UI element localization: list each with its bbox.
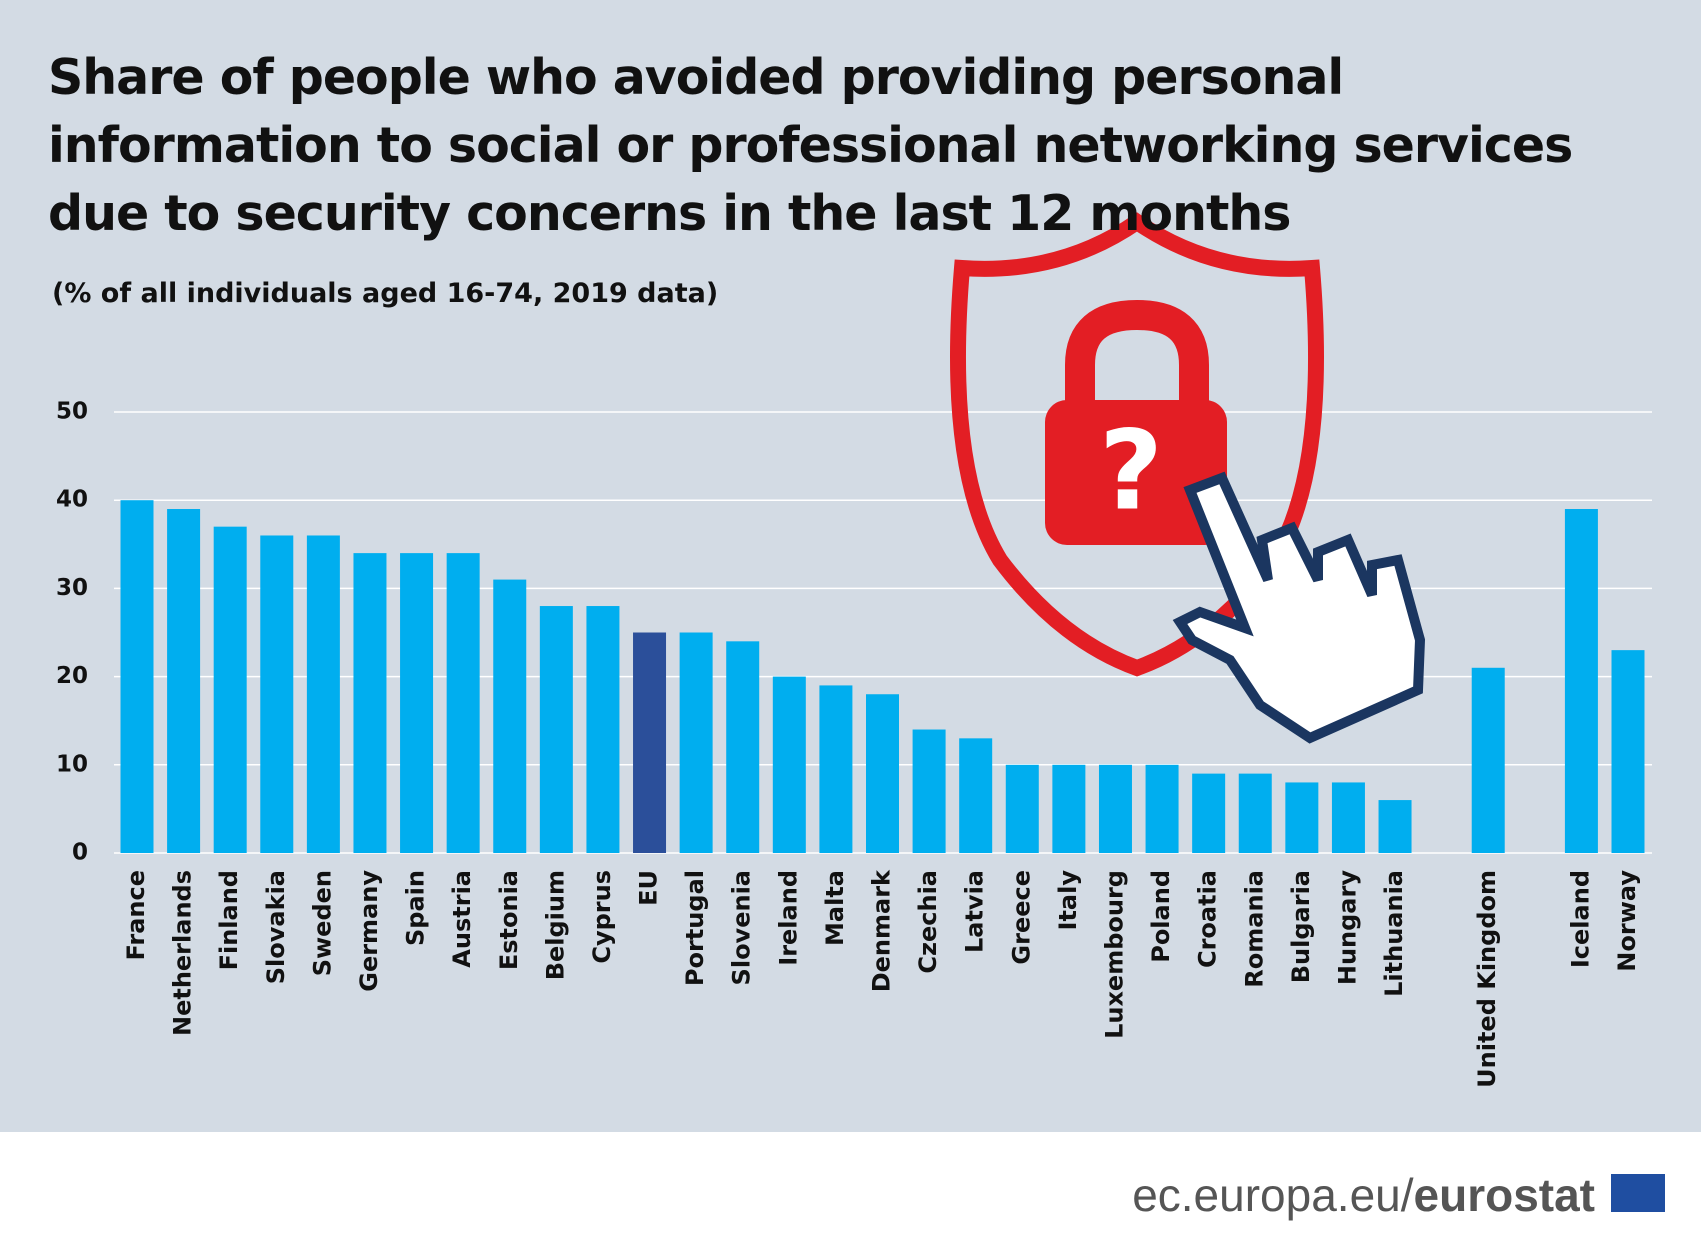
chart-title: Share of people who avoided providing pe… (48, 49, 1573, 242)
x-tick-label: Norway (1613, 870, 1641, 972)
x-tick-label: Hungary (1333, 870, 1361, 985)
x-tick-label: Netherlands (169, 870, 197, 1036)
x-tick-label: Croatia (1194, 870, 1222, 968)
bar (1331, 782, 1365, 853)
x-tick-label: Belgium (541, 870, 569, 980)
bar (306, 535, 340, 853)
x-tick-label: Iceland (1566, 870, 1594, 968)
x-tick-label: Finland (215, 870, 243, 970)
footer: ec.europa.eu/eurostat (1132, 1168, 1595, 1222)
chart-subtitle: (% of all individuals aged 16-74, 2019 d… (52, 278, 719, 309)
x-tick-label: EU (635, 870, 663, 906)
y-tick-label: 0 (72, 840, 88, 866)
bar (912, 729, 946, 853)
plot: 0 10 20 30 40 50 France Netherlands Finland Slova… (56, 399, 1652, 1088)
bar (539, 606, 573, 853)
bar (866, 694, 899, 853)
bar (260, 535, 294, 853)
x-tick-label: Bulgaria (1287, 870, 1315, 983)
bar (1005, 764, 1039, 853)
x-tick-label: United Kingdom (1473, 870, 1501, 1088)
bar (213, 526, 247, 853)
bar (1285, 782, 1319, 853)
bar (1378, 800, 1412, 853)
bar (1611, 650, 1645, 853)
bar (772, 676, 806, 853)
x-tick-label: Poland (1147, 870, 1175, 963)
svg-text:?: ? (1099, 406, 1163, 534)
bar (1192, 773, 1226, 853)
bar (586, 606, 620, 853)
x-tick-label: Luxembourg (1100, 870, 1128, 1039)
x-tick-label: Germany (355, 870, 383, 992)
bar (1238, 773, 1272, 853)
x-tick-label: Malta (821, 870, 849, 946)
bar (959, 738, 993, 853)
x-tick-label: Cyprus (588, 870, 616, 964)
x-tick-label: Romania (1240, 870, 1268, 988)
bar (819, 685, 853, 853)
bar (353, 553, 387, 853)
x-tick-label: Latvia (961, 870, 989, 953)
shield-icon: ? (950, 212, 1426, 744)
bar (726, 641, 760, 853)
bar (1052, 764, 1086, 853)
y-tick-label: 40 (56, 487, 88, 513)
bar (633, 632, 667, 853)
x-tick-label: Lithuania (1380, 870, 1408, 997)
footer-url: ec.europa.eu/ (1132, 1169, 1414, 1221)
x-tick-label: Ireland (774, 870, 802, 966)
x-tick-label: France (122, 870, 150, 960)
x-tick-label: Austria (448, 870, 476, 968)
footer-brand: eurostat (1413, 1169, 1595, 1221)
eu-flag (1611, 1174, 1665, 1212)
bar (679, 632, 713, 853)
bar (167, 509, 201, 853)
bar (1471, 667, 1505, 853)
x-tick-label: Slovakia (262, 870, 290, 984)
x-tick-label: Czechia (914, 870, 942, 974)
y-tick-label: 20 (56, 663, 88, 689)
x-tick-label: Portugal (681, 870, 709, 986)
y-tick-label: 50 (56, 399, 88, 425)
x-tick-label: Spain (402, 870, 430, 946)
bar (446, 553, 480, 853)
x-tick-label: Slovenia (728, 870, 756, 985)
bar (400, 553, 434, 853)
y-tick-label: 30 (56, 575, 88, 601)
bar (1098, 764, 1132, 853)
bar (493, 579, 527, 853)
bar (1145, 764, 1179, 853)
bar (120, 500, 154, 853)
x-tick-label: Sweden (308, 870, 336, 976)
x-tick-label: Denmark (868, 869, 896, 992)
bar (1564, 509, 1598, 853)
x-tick-label: Estonia (495, 870, 523, 970)
x-tick-label: Greece (1007, 870, 1035, 965)
x-tick-label: Italy (1054, 870, 1082, 931)
y-tick-label: 10 (56, 751, 88, 777)
